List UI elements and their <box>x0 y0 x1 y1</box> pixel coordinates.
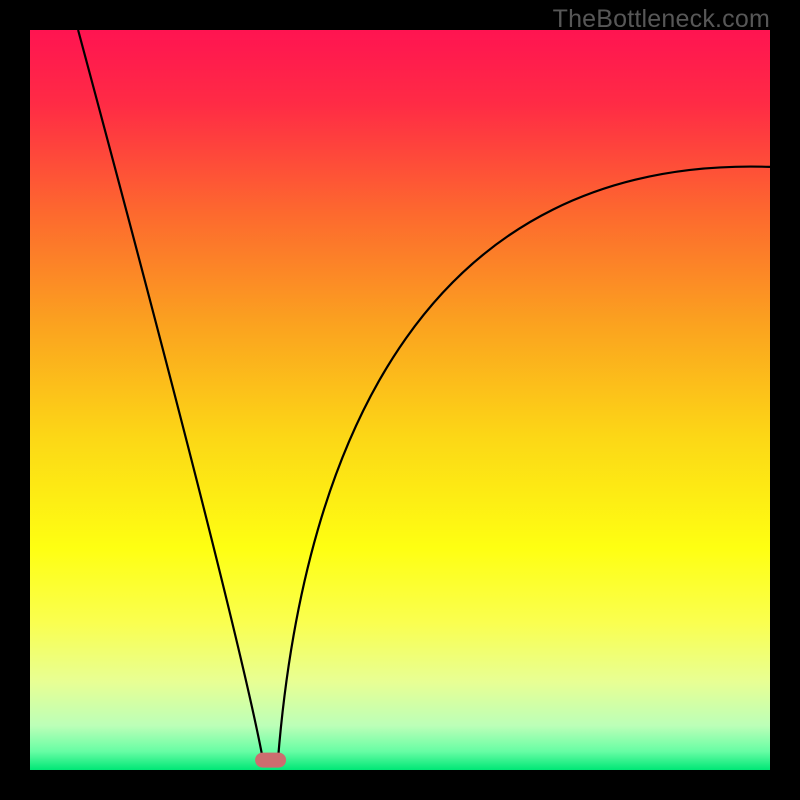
plot-area <box>30 30 770 770</box>
curve-layer <box>30 30 770 770</box>
optimal-marker <box>255 753 287 768</box>
bottleneck-curve-left <box>78 30 263 760</box>
bottleneck-curve-right <box>278 167 770 761</box>
chart-frame: TheBottleneck.com <box>0 0 800 800</box>
watermark-text: TheBottleneck.com <box>553 5 770 34</box>
